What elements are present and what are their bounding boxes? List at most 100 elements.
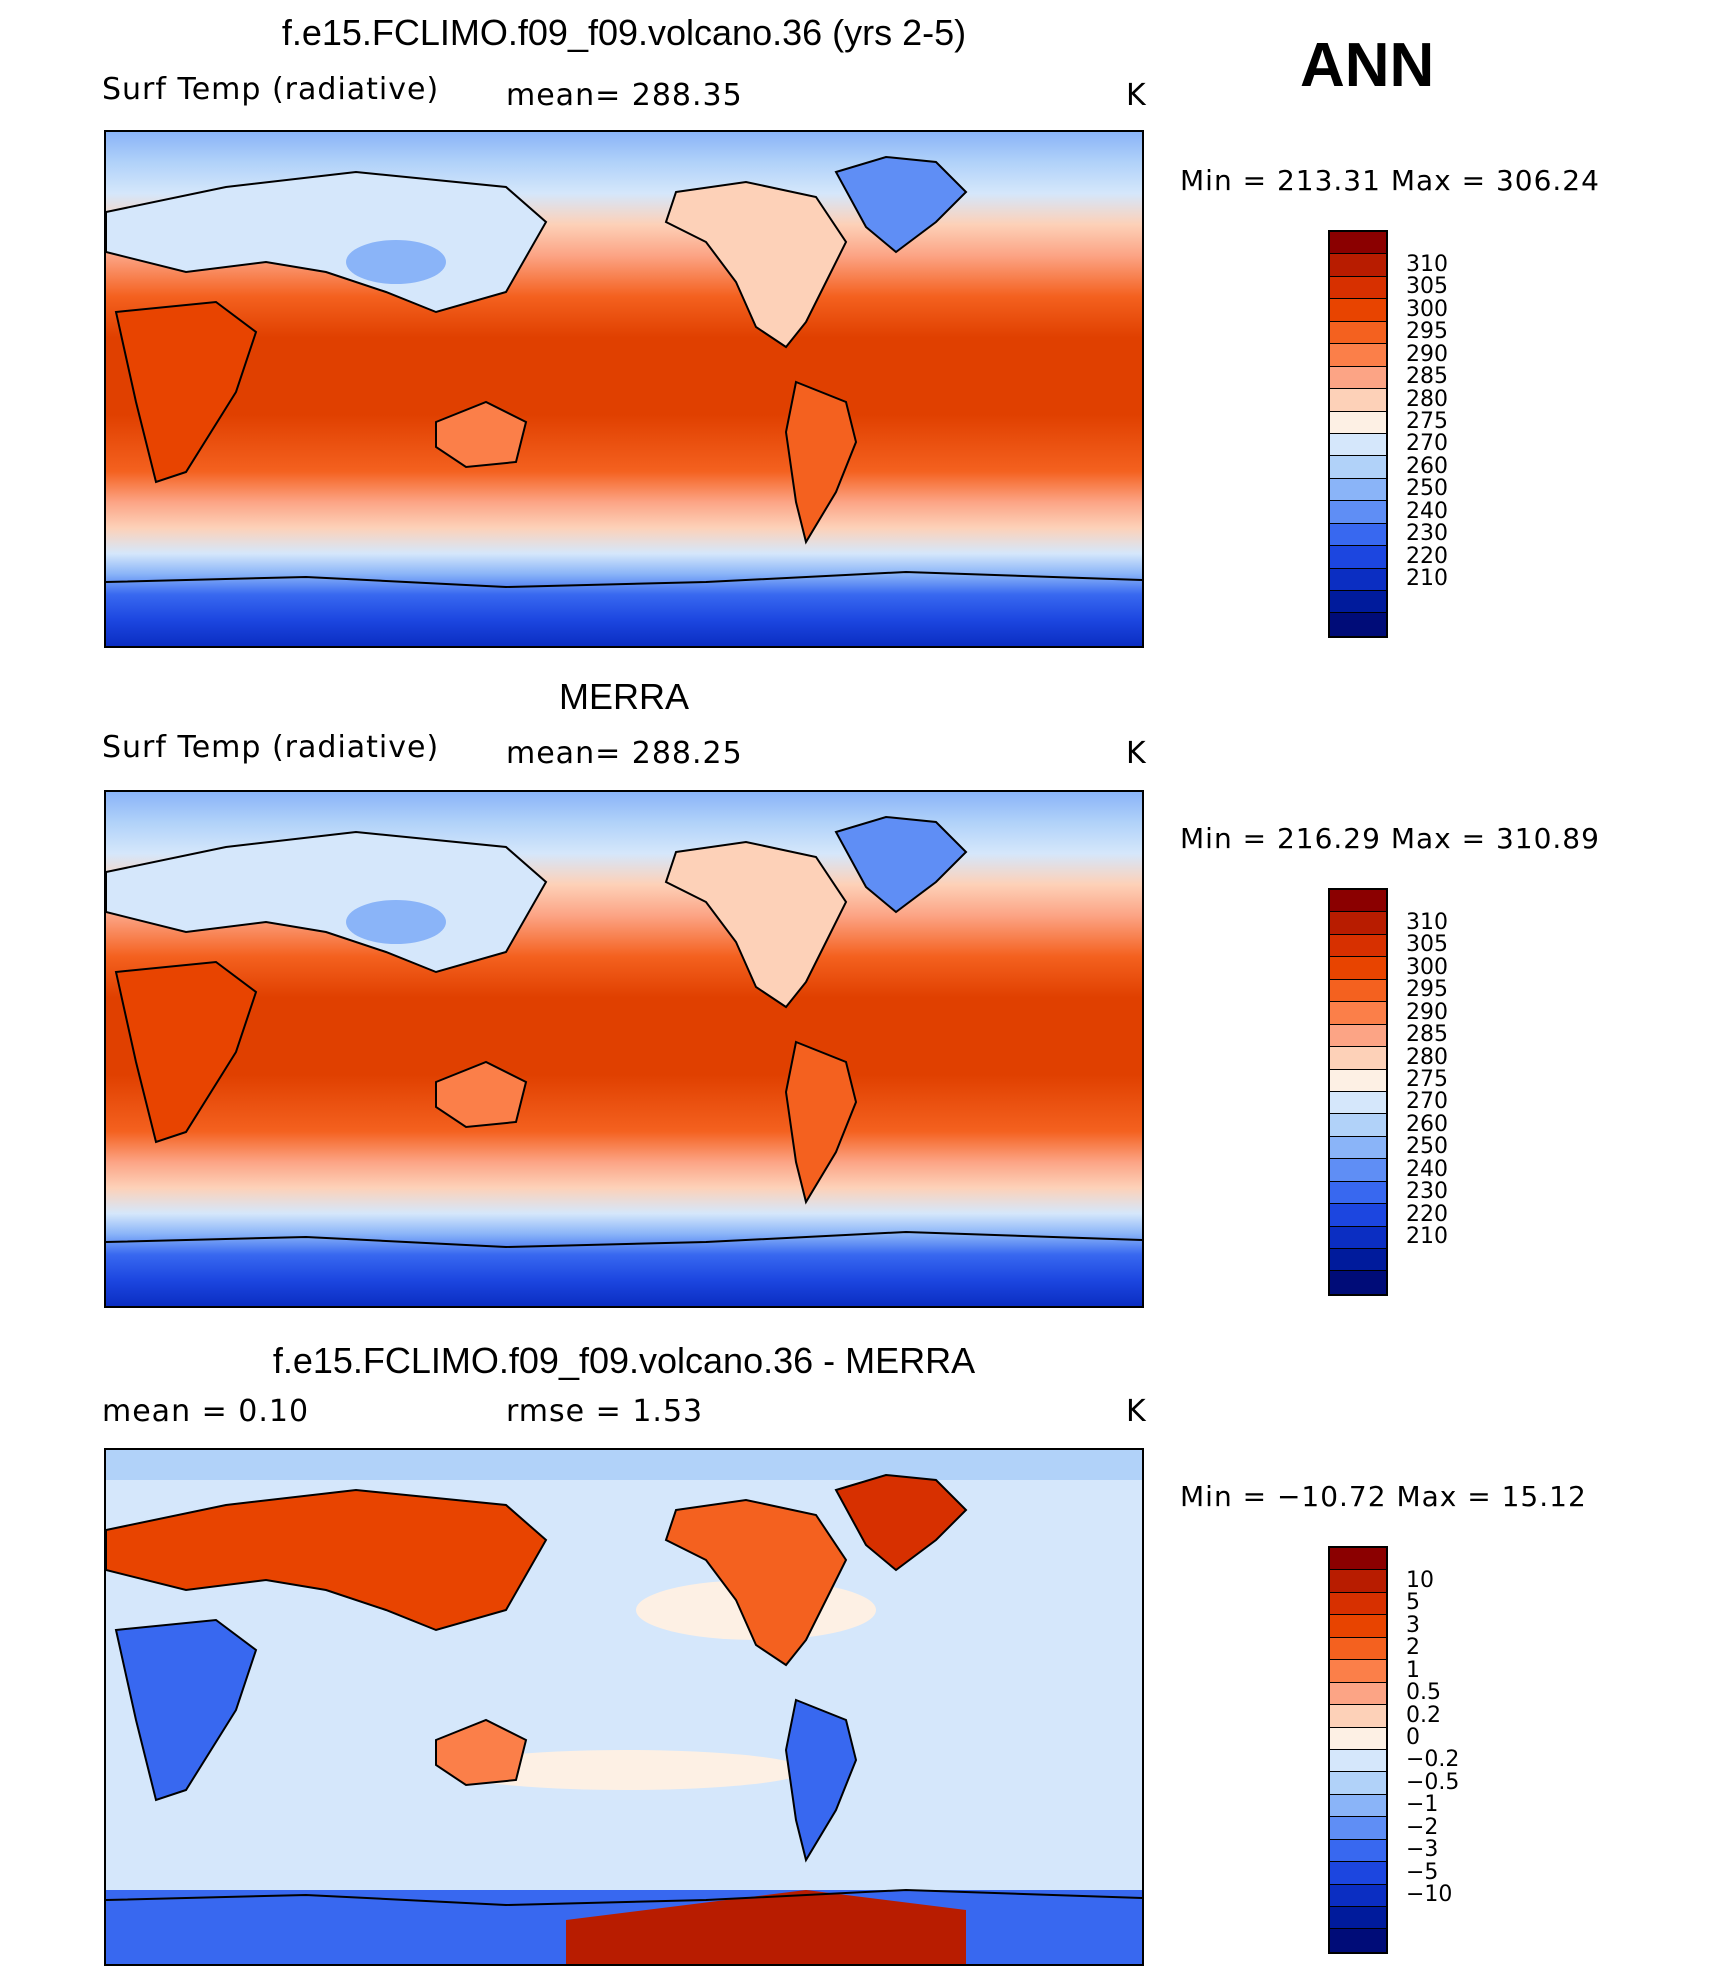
colorbar-segment — [1330, 1839, 1386, 1863]
colorbar-tick-label: 0 — [1406, 1724, 1420, 1750]
colorbar-tick-label: 285 — [1406, 1022, 1448, 1048]
colorbar-tick-label: 5 — [1406, 1590, 1420, 1616]
colorbar-segment — [1330, 1249, 1386, 1272]
colorbar-segment — [1330, 321, 1386, 345]
colorbar-segment — [1330, 1749, 1386, 1773]
colorbar-segment — [1330, 1637, 1386, 1661]
colorbar-tick-label: 305 — [1406, 274, 1448, 300]
colorbar-tick-label: 210 — [1406, 566, 1448, 592]
panel-2-title: MERRA — [558, 676, 689, 717]
colorbar-tick-label: 295 — [1406, 977, 1448, 1003]
colorbar-segment — [1330, 1772, 1386, 1795]
colorbar-segment — [1330, 254, 1386, 277]
colorbar-segment — [1330, 1817, 1386, 1840]
panel-1-unit: K — [1126, 78, 1147, 113]
colorbar-segment — [1330, 366, 1386, 390]
colorbar-tick-label: 0.5 — [1406, 1680, 1441, 1706]
colorbar-segment — [1330, 912, 1386, 935]
colorbar-tick-label: 250 — [1406, 1134, 1448, 1160]
colorbar-segment — [1330, 1929, 1386, 1952]
panel-3-map — [104, 1448, 1144, 1966]
colorbar-segment — [1330, 1682, 1386, 1706]
colorbar-tick-label: 275 — [1406, 408, 1448, 434]
colorbar-segment — [1330, 1181, 1386, 1205]
colorbar-tick-label: 300 — [1406, 296, 1448, 322]
colorbar-segment — [1330, 1024, 1386, 1048]
colorbar-tick-label: 290 — [1406, 999, 1448, 1025]
colorbar-tick-label: 310 — [1406, 909, 1448, 935]
colorbar-tick-label: 0.2 — [1406, 1702, 1441, 1728]
colorbar-tick-label: 260 — [1406, 453, 1448, 479]
colorbar-tick-label: −5 — [1406, 1859, 1439, 1885]
colorbar-tick-label: 280 — [1406, 1044, 1448, 1070]
panel-2-colorbar — [1328, 888, 1388, 1296]
colorbar-tick-label: 220 — [1406, 543, 1448, 569]
colorbar-segment — [1330, 613, 1386, 636]
colorbar-tick-label: −3 — [1406, 1837, 1439, 1863]
panel-3-colorbar — [1328, 1546, 1388, 1954]
colorbar-segment — [1330, 344, 1386, 367]
colorbar-segment — [1330, 299, 1386, 322]
colorbar-tick-label: 280 — [1406, 386, 1448, 412]
colorbar-segment — [1330, 1570, 1386, 1593]
colorbar-segment — [1330, 1884, 1386, 1907]
colorbar-segment — [1330, 276, 1386, 300]
colorbar-segment — [1330, 1226, 1386, 1249]
colorbar-tick-label: 230 — [1406, 1179, 1448, 1205]
panel-3-title: f.e15.FCLIMO.f09_f09.volcano.36 - MERRA — [272, 1340, 976, 1381]
panel-1-min-max: Min = 213.31 Max = 306.24 — [1180, 164, 1600, 197]
colorbar-segment — [1330, 1548, 1386, 1571]
panel-3-map-svg — [106, 1450, 1142, 1964]
colorbar-segment — [1330, 523, 1386, 547]
colorbar-tick-label: −0.2 — [1406, 1747, 1460, 1773]
colorbar-tick-label: 310 — [1406, 251, 1448, 277]
colorbar-segment — [1330, 979, 1386, 1003]
colorbar-segment — [1330, 232, 1386, 255]
panel-3-unit: K — [1126, 1394, 1147, 1429]
colorbar-segment — [1330, 1002, 1386, 1025]
colorbar-segment — [1330, 1615, 1386, 1638]
season-label: ANN — [1300, 31, 1435, 100]
panel-2-map — [104, 790, 1144, 1308]
panel-1-colorbar — [1328, 230, 1388, 638]
colorbar-segment — [1330, 1705, 1386, 1728]
colorbar-segment — [1330, 546, 1386, 569]
colorbar-segment — [1330, 1592, 1386, 1616]
colorbar-tick-label: 2 — [1406, 1635, 1420, 1661]
panel-1-map-svg — [106, 132, 1142, 646]
panel-1-variable: Surf Temp (radiative) — [102, 72, 440, 107]
colorbar-tick-label: 240 — [1406, 1156, 1448, 1182]
colorbar-tick-label: 3 — [1406, 1612, 1420, 1638]
colorbar-tick-label: 290 — [1406, 341, 1448, 367]
colorbar-segment — [1330, 1091, 1386, 1115]
colorbar-segment — [1330, 1069, 1386, 1092]
colorbar-tick-label: 270 — [1406, 431, 1448, 457]
colorbar-tick-label: −1 — [1406, 1792, 1439, 1818]
colorbar-tick-label: 295 — [1406, 319, 1448, 345]
colorbar-segment — [1330, 389, 1386, 412]
panel-2-unit: K — [1126, 736, 1147, 771]
colorbar-tick-label: −0.5 — [1406, 1769, 1460, 1795]
panel-3-min-max: Min = −10.72 Max = 15.12 — [1180, 1480, 1587, 1513]
colorbar-tick-label: 10 — [1406, 1567, 1434, 1593]
panel-1-mean: mean= 288.35 — [506, 78, 743, 113]
panel-2-map-svg — [106, 792, 1142, 1306]
colorbar-segment — [1330, 1271, 1386, 1294]
colorbar-segment — [1330, 501, 1386, 524]
colorbar-segment — [1330, 456, 1386, 479]
colorbar-segment — [1330, 1660, 1386, 1683]
colorbar-segment — [1330, 411, 1386, 434]
colorbar-tick-label: 270 — [1406, 1089, 1448, 1115]
colorbar-segment — [1330, 1794, 1386, 1818]
colorbar-segment — [1330, 934, 1386, 958]
colorbar-segment — [1330, 1862, 1386, 1885]
colorbar-segment — [1330, 957, 1386, 980]
colorbar-segment — [1330, 478, 1386, 502]
colorbar-tick-label: 240 — [1406, 498, 1448, 524]
colorbar-segment — [1330, 433, 1386, 457]
colorbar-segment — [1330, 1047, 1386, 1070]
colorbar-segment — [1330, 568, 1386, 591]
panel-1-title: f.e15.FCLIMO.f09_f09.volcano.36 (yrs 2-5… — [281, 12, 967, 53]
colorbar-tick-label: 210 — [1406, 1224, 1448, 1250]
panel-3-mean: mean = 0.10 — [102, 1394, 310, 1429]
